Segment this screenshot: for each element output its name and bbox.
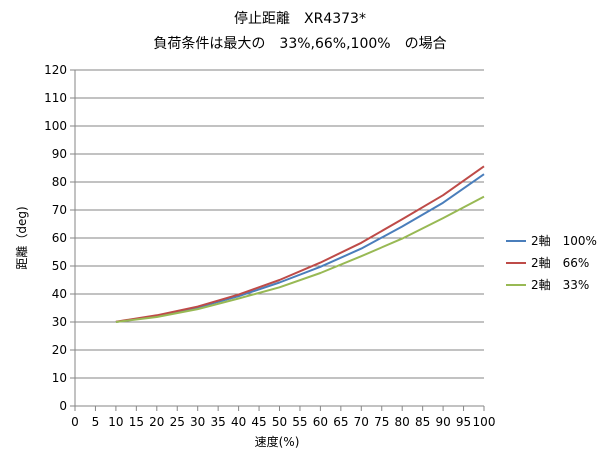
gridlines (75, 69, 484, 379)
x-tick-label: 45 (251, 415, 266, 429)
x-tick-label: 30 (190, 415, 205, 429)
chart-subtitle: 負荷条件は最大の 33%,66%,100% の場合 (153, 35, 446, 52)
y-tick-label: 70 (52, 203, 67, 217)
series-line-2 (115, 195, 485, 323)
x-tick-label: 70 (354, 415, 369, 429)
x-tick-label: 0 (71, 415, 79, 429)
y-axis-ticks: 0 10 20 30 40 50 60 70 80 90 100 110 120 (44, 63, 67, 413)
x-tick-label: 25 (170, 415, 185, 429)
y-axis-label: 距離（deg) (15, 206, 29, 269)
x-axis-ticks: 0 5 10 15 20 25 30 35 40 45 50 55 60 65 70 75 80 85 90 95 10… (71, 415, 495, 429)
y-tick-label: 100 (44, 119, 67, 133)
y-tick-label: 0 (59, 399, 67, 413)
x-tick-label: 20 (149, 415, 164, 429)
x-tick-label: 80 (395, 415, 410, 429)
y-tick-label: 60 (52, 231, 67, 245)
x-tick-label: 100 (473, 415, 496, 429)
y-tick-label: 30 (52, 315, 67, 329)
y-tick-label: 80 (52, 175, 67, 189)
x-tick-label: 40 (231, 415, 246, 429)
x-tick-label: 35 (211, 415, 226, 429)
y-tick-label: 90 (52, 147, 67, 161)
x-tick-label: 75 (374, 415, 389, 429)
legend: 2軸 100% 2軸 66% 2軸 33% (506, 234, 597, 292)
x-tick-label: 50 (272, 415, 287, 429)
y-tick-label: 10 (52, 371, 67, 385)
series-line-0 (115, 173, 485, 323)
x-tick-label: 95 (456, 415, 471, 429)
y-tick-label: 110 (44, 91, 67, 105)
y-tick-label: 20 (52, 343, 67, 357)
y-tick-label: 40 (52, 287, 67, 301)
x-tick-label: 60 (313, 415, 328, 429)
legend-label: 2軸 66% (531, 256, 589, 270)
legend-label: 2軸 100% (531, 234, 597, 248)
x-tick-label: 85 (415, 415, 430, 429)
x-axis-label: 速度(%) (255, 434, 300, 449)
axes (70, 69, 485, 411)
series-line-1 (115, 165, 485, 323)
x-tick-label: 5 (92, 415, 100, 429)
x-tick-label: 15 (129, 415, 144, 429)
y-tick-label: 120 (44, 63, 67, 77)
x-tick-label: 90 (435, 415, 450, 429)
x-tick-label: 10 (108, 415, 123, 429)
series-lines (115, 165, 485, 323)
x-tick-label: 65 (333, 415, 348, 429)
legend-label: 2軸 33% (531, 278, 589, 292)
chart-title: 停止距離 XR4373* (234, 10, 366, 27)
x-tick-label: 55 (292, 415, 307, 429)
y-tick-label: 50 (52, 259, 67, 273)
